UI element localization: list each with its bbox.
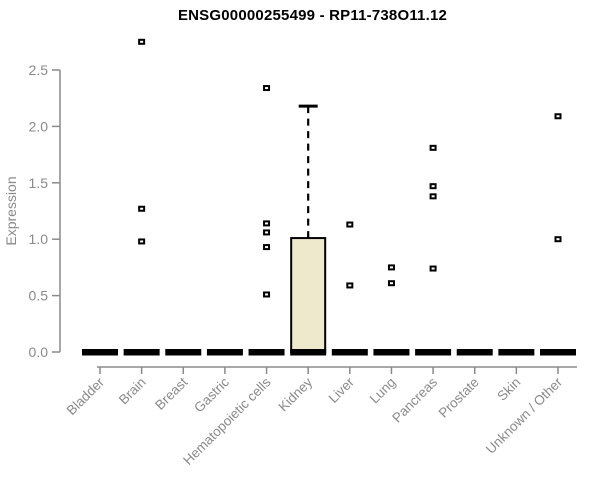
outlier-point-center [431, 267, 435, 270]
median-bar [498, 349, 535, 356]
median-bar [373, 349, 410, 356]
outlier-point-center [556, 115, 560, 118]
median-bar [123, 349, 160, 356]
median-bar [82, 349, 118, 356]
y-tick-label: 1.0 [29, 231, 49, 247]
y-tick-label: 2.0 [29, 118, 49, 134]
outlier-point-center [265, 246, 269, 249]
y-axis-title: Expression [3, 176, 19, 245]
x-tick-label: Kidney [276, 374, 316, 414]
outlier-point-center [556, 238, 560, 241]
outlier-point-center [265, 231, 269, 234]
outlier-point-center [431, 195, 435, 198]
median-bar [540, 349, 576, 356]
median-bar [456, 349, 493, 356]
outlier-point-center [431, 146, 435, 149]
median-bar [415, 349, 452, 356]
x-tick-label: Liver [326, 374, 358, 406]
median-bar [248, 349, 285, 356]
chart-title: ENSG00000255499 - RP11-738O11.12 [177, 7, 448, 24]
outlier-point-center [265, 222, 269, 225]
median-bar [331, 349, 368, 356]
x-tick-label: Gastric [191, 374, 232, 415]
x-tick-label: Lung [367, 375, 399, 407]
x-tick-label: Unknown / Other [483, 374, 566, 457]
outlier-point-center [389, 282, 393, 285]
y-tick-label: 1.5 [29, 175, 49, 191]
median-bar [290, 349, 327, 356]
x-tick-label: Brain [116, 375, 149, 408]
outlier-point-center [389, 266, 393, 269]
outlier-point-center [431, 185, 435, 188]
y-tick-label: 2.5 [29, 62, 49, 78]
outlier-point-center [265, 87, 269, 90]
outlier-point-center [265, 293, 269, 296]
outlier-point-center [140, 207, 144, 210]
outlier-point-center [348, 284, 352, 287]
x-tick-label: Pancreas [389, 374, 440, 425]
box [290, 237, 327, 354]
y-tick-label: 0.5 [29, 288, 49, 304]
x-tick-label: Bladder [64, 374, 108, 418]
median-bar [165, 349, 202, 356]
x-tick-label: Breast [152, 374, 190, 412]
outlier-point-center [140, 40, 144, 43]
median-bar [206, 349, 243, 356]
outlier-point-center [140, 240, 144, 243]
x-tick-label: Prostate [436, 375, 482, 421]
y-tick-label: 0.0 [29, 344, 49, 360]
x-tick-label: Skin [494, 375, 523, 404]
outlier-point-center [348, 223, 352, 226]
